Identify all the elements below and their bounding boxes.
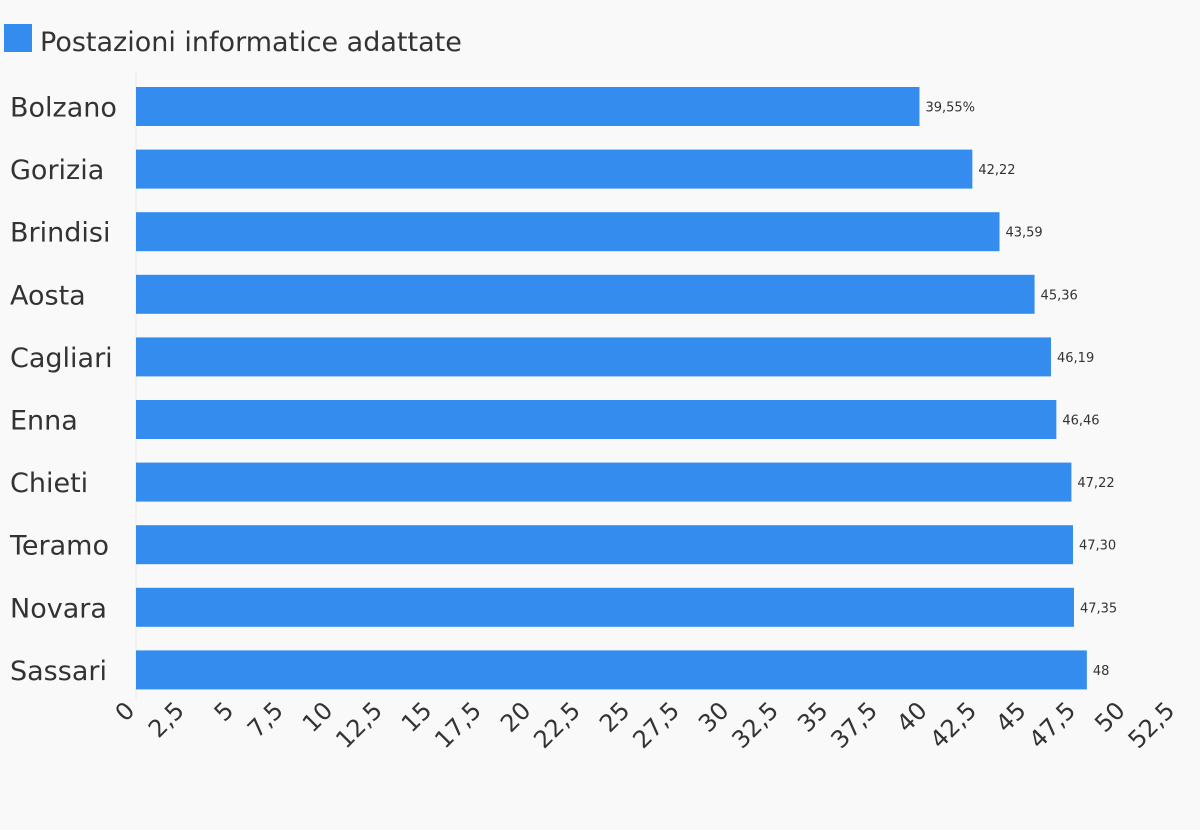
category-labels: Bolzano Gorizia Brindisi Aosta Cagliari Enna C… xyxy=(9,93,117,687)
bar xyxy=(136,400,1057,439)
data-labels: 39,55% 42,22 43,59 45,36 46,19 46,46 47,22 47,3… xyxy=(925,101,1117,679)
x-tick-label: 42,5 xyxy=(925,696,983,754)
bar xyxy=(136,274,1035,314)
bar xyxy=(136,587,1074,627)
x-tick-label: 22,5 xyxy=(528,696,586,754)
data-label: 39,55% xyxy=(925,101,975,116)
x-tick-label: 5 xyxy=(209,696,240,727)
x-tick-label: 32,5 xyxy=(726,696,784,754)
category-label: Teramo xyxy=(9,531,109,562)
data-label: 46,19 xyxy=(1057,351,1094,366)
bar xyxy=(136,149,973,189)
bar xyxy=(136,462,1072,502)
category-label: Cagliari xyxy=(10,343,113,374)
x-tick-label: 37,5 xyxy=(826,696,884,754)
bar xyxy=(136,87,920,126)
data-label: 47,22 xyxy=(1077,476,1114,491)
category-label: Aosta xyxy=(10,280,86,311)
x-tick-label: 2,5 xyxy=(143,696,190,743)
legend: Postazioni informatice adattate xyxy=(4,24,462,58)
bar xyxy=(136,525,1073,565)
category-label: Novara xyxy=(10,593,107,624)
data-label: 46,46 xyxy=(1062,414,1099,429)
category-label: Gorizia xyxy=(10,155,104,186)
bar xyxy=(136,337,1052,377)
legend-label: Postazioni informatice adattate xyxy=(40,27,462,58)
data-label: 47,30 xyxy=(1079,539,1116,554)
category-label: Bolzano xyxy=(10,93,117,124)
x-tick-label: 17,5 xyxy=(429,696,487,754)
category-label: Chieti xyxy=(10,468,88,499)
x-tick-label: 12,5 xyxy=(330,696,388,754)
data-label: 47,35 xyxy=(1080,601,1117,616)
bars-group xyxy=(136,87,1087,690)
data-label: 42,22 xyxy=(978,163,1015,178)
data-label: 48 xyxy=(1093,664,1110,679)
x-tick-label: 7,5 xyxy=(242,696,289,743)
bar xyxy=(136,650,1087,690)
data-label: 45,36 xyxy=(1041,288,1078,303)
x-tick-label: 0 xyxy=(110,696,141,727)
x-tick-label: 27,5 xyxy=(627,696,685,754)
category-label: Sassari xyxy=(10,656,107,687)
bar xyxy=(136,212,1000,252)
category-label: Brindisi xyxy=(10,218,110,249)
legend-swatch xyxy=(4,24,32,52)
data-label: 43,59 xyxy=(1005,226,1042,241)
x-tick-label: 47,5 xyxy=(1024,696,1082,754)
category-label: Enna xyxy=(10,406,78,437)
x-tick-label: 52,5 xyxy=(1123,696,1181,754)
